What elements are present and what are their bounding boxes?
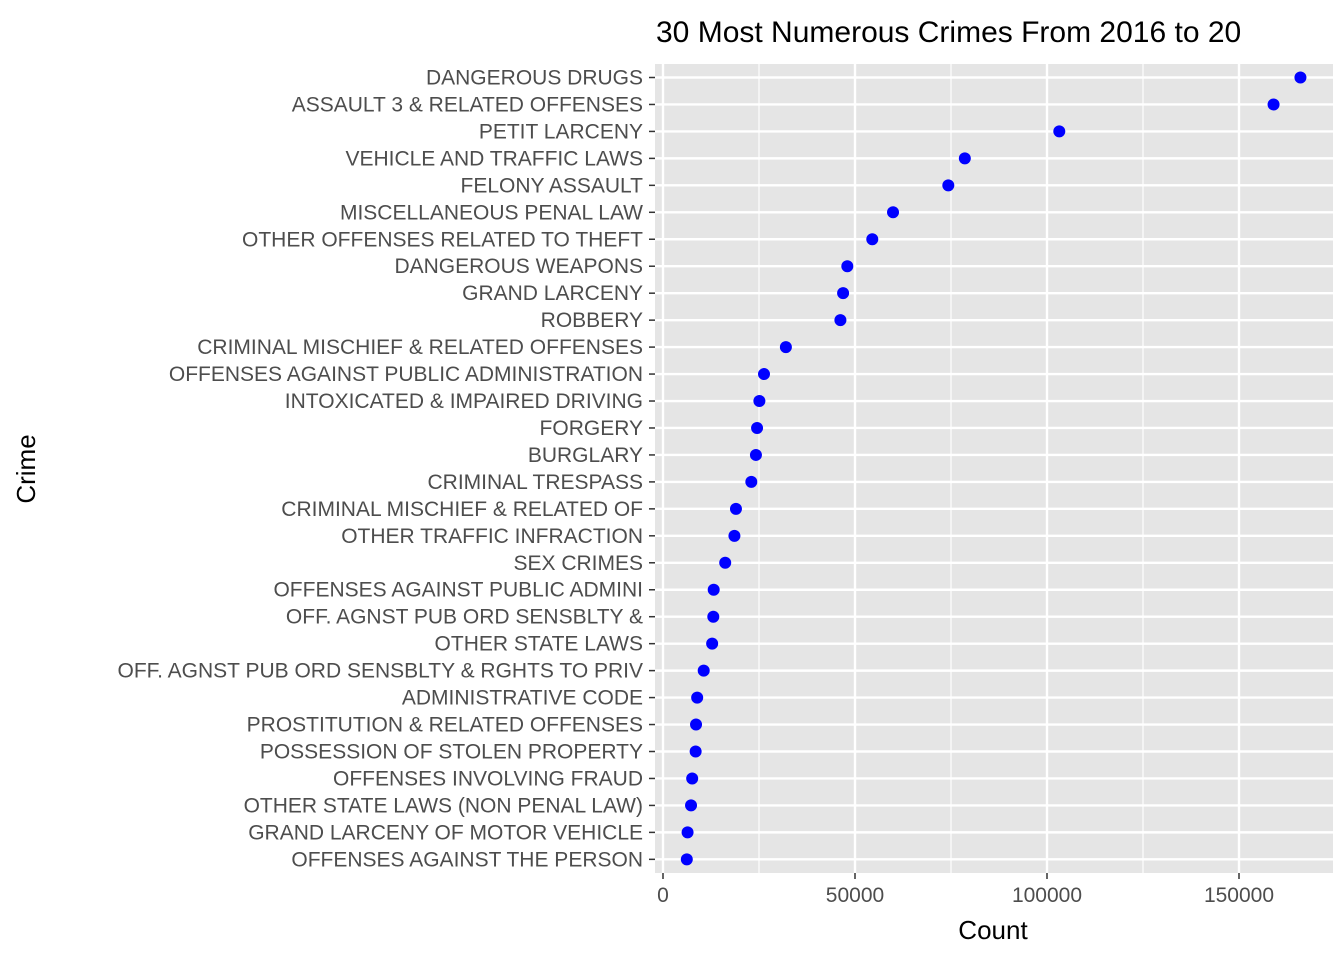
data-point <box>706 637 719 650</box>
data-point <box>753 395 766 408</box>
x-tick-label: 150000 <box>1204 884 1274 907</box>
data-point <box>680 853 693 866</box>
y-tick-label: CRIMINAL TRESPASS <box>428 471 644 494</box>
y-axis-title: Crime <box>11 434 41 503</box>
y-tick-label: PETIT LARCENY <box>479 120 643 143</box>
y-tick-label: OFF. AGNST PUB ORD SENSBLTY & RGHTS TO P… <box>117 660 643 683</box>
data-point <box>697 664 710 677</box>
y-tick-label: ROBBERY <box>541 309 643 332</box>
chart-title: 30 Most Numerous Crimes From 2016 to 20 <box>656 16 1241 49</box>
y-tick-label: OTHER STATE LAWS (NON PENAL LAW) <box>244 794 643 817</box>
y-tick-label: BURGLARY <box>528 444 643 467</box>
y-tick-label: OTHER STATE LAWS <box>435 633 643 656</box>
y-tick-label: CRIMINAL MISCHIEF & RELATED OFFENSES <box>197 336 643 359</box>
data-point <box>841 260 854 273</box>
data-point <box>728 529 741 542</box>
data-point <box>681 826 694 839</box>
y-tick-label: POSSESSION OF STOLEN PROPERTY <box>260 741 643 764</box>
data-point <box>729 502 742 515</box>
y-tick-label: OFFENSES AGAINST PUBLIC ADMINISTRATION <box>169 363 643 386</box>
data-point <box>707 583 720 596</box>
data-point <box>691 691 704 704</box>
data-point <box>837 287 850 300</box>
y-tick-label: ASSAULT 3 & RELATED OFFENSES <box>292 93 643 116</box>
data-point <box>707 610 720 623</box>
y-tick-label: OTHER TRAFFIC INFRACTION <box>341 525 643 548</box>
data-point <box>689 745 702 758</box>
data-point <box>942 179 955 192</box>
data-point <box>866 233 879 246</box>
data-point <box>745 475 758 488</box>
y-tick-label: OTHER OFFENSES RELATED TO THEFT <box>242 228 643 251</box>
data-point <box>685 799 698 812</box>
data-point <box>1053 125 1066 138</box>
y-tick-label: PROSTITUTION & RELATED OFFENSES <box>247 714 643 737</box>
data-point <box>958 152 971 165</box>
y-axis: DANGEROUS DRUGS ASSAULT 3 & RELATED OFFEN… <box>117 67 655 871</box>
grid-minor <box>758 64 1144 873</box>
y-tick-label: DANGEROUS WEAPONS <box>394 255 643 278</box>
y-tick-label: OFFENSES INVOLVING FRAUD <box>333 767 643 790</box>
data-point <box>887 206 900 219</box>
x-tick-label: 100000 <box>1012 884 1082 907</box>
data-point <box>751 421 764 434</box>
y-tick-label: OFF. AGNST PUB ORD SENSBLTY & <box>286 606 643 629</box>
y-tick-label: MISCELLANEOUS PENAL LAW <box>340 201 643 224</box>
y-tick-label: OFFENSES AGAINST PUBLIC ADMINI <box>273 579 643 602</box>
data-point <box>749 448 762 461</box>
x-axis-title: Count <box>958 915 1028 945</box>
y-tick-label: SEX CRIMES <box>513 552 643 575</box>
y-tick-label: FORGERY <box>540 417 643 440</box>
data-point <box>690 718 703 731</box>
y-tick-label: VEHICLE AND TRAFFIC LAWS <box>345 147 643 170</box>
data-points <box>680 71 1307 866</box>
y-tick-label: GRAND LARCENY OF MOTOR VEHICLE <box>248 821 643 844</box>
data-point <box>1294 71 1307 84</box>
data-point <box>719 556 732 569</box>
data-point <box>757 368 770 381</box>
x-tick-label: 50000 <box>826 884 884 907</box>
plot-panel <box>655 64 1333 873</box>
grid-major <box>655 64 1333 873</box>
data-point <box>686 772 699 785</box>
x-tick-label: 0 <box>657 884 669 907</box>
y-tick-label: INTOXICATED & IMPAIRED DRIVING <box>285 390 643 413</box>
x-axis: 0 50000 100000 150000 <box>657 873 1274 907</box>
y-tick-label: OFFENSES AGAINST THE PERSON <box>291 848 643 871</box>
y-tick-label: GRAND LARCENY <box>462 282 643 305</box>
y-tick-label: DANGEROUS DRUGS <box>426 67 643 90</box>
data-point <box>779 341 792 354</box>
data-point <box>834 314 847 327</box>
data-point <box>1267 98 1280 111</box>
y-tick-label: FELONY ASSAULT <box>461 174 644 197</box>
y-tick-label: ADMINISTRATIVE CODE <box>402 687 643 710</box>
y-tick-label: CRIMINAL MISCHIEF & RELATED OF <box>281 498 643 521</box>
